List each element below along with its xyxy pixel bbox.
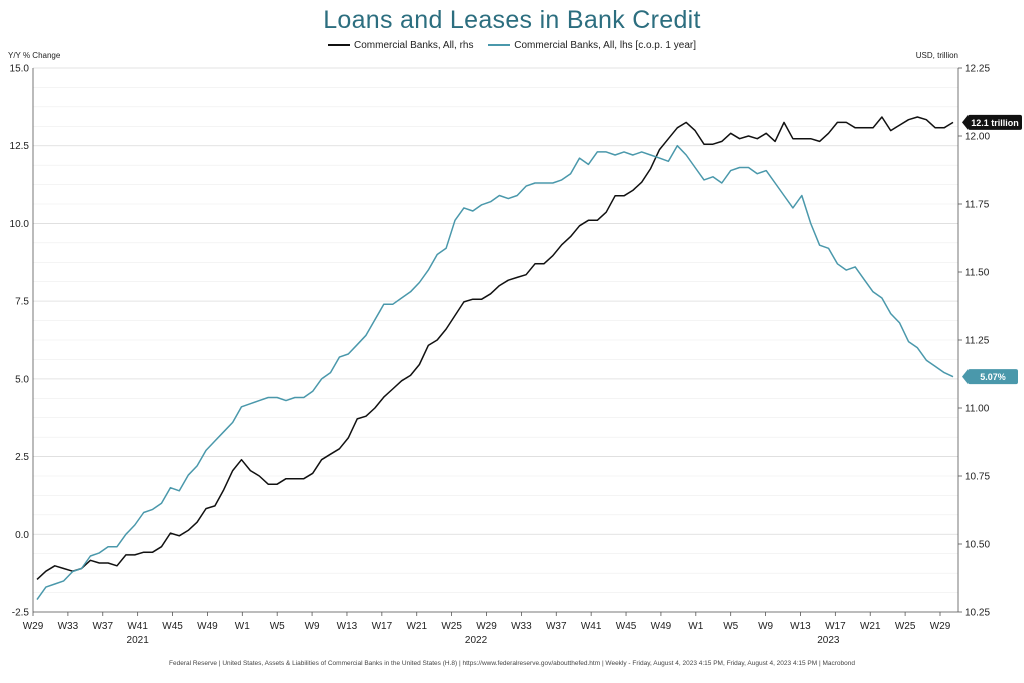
left-tick-label: 7.5 xyxy=(15,297,29,308)
left-tick-label: 12.5 xyxy=(10,141,30,152)
right-tick-label: 11.00 xyxy=(965,404,990,415)
right-tick-label: 12.00 xyxy=(965,132,990,143)
left-axis-label: Y/Y % Change xyxy=(8,51,61,60)
right-tick-label: 12.25 xyxy=(965,64,990,75)
x-tick-label: W29 xyxy=(23,621,44,632)
legend-swatch-rhs xyxy=(328,44,350,46)
right-tick-label: 10.25 xyxy=(965,608,990,619)
right-tick-label: 11.75 xyxy=(965,200,990,211)
badge-lhs xyxy=(968,369,1018,385)
x-tick-label: W25 xyxy=(895,621,916,632)
left-tick-label: 2.5 xyxy=(15,452,29,463)
source-footer: Federal Reserve | United States, Assets … xyxy=(169,660,855,667)
x-tick-label: W25 xyxy=(441,621,462,632)
x-tick-label: W9 xyxy=(758,621,773,632)
right-tick-label: 10.50 xyxy=(965,540,990,551)
legend-label-lhs: Commercial Banks, All, lhs [c.o.p. 1 yea… xyxy=(514,39,696,51)
legend-label-rhs: Commercial Banks, All, rhs xyxy=(354,39,474,51)
right-tick-label: 10.75 xyxy=(965,472,990,483)
x-tick-label: W45 xyxy=(162,621,183,632)
x-tick-label: W49 xyxy=(651,621,672,632)
x-tick-label: W21 xyxy=(406,621,427,632)
badge-label-rhs: 12.1 trillion xyxy=(971,118,1019,128)
series-lines xyxy=(36,116,954,601)
year-label: 2022 xyxy=(465,635,488,646)
legend-item-rhs: Commercial Banks, All, rhs xyxy=(328,40,473,51)
legend-swatch-lhs xyxy=(488,44,511,46)
x-tick-label: W41 xyxy=(581,621,602,632)
legend-item-lhs: Commercial Banks, All, lhs [c.o.p. 1 yea… xyxy=(488,40,696,51)
series-line-lhs xyxy=(36,144,954,601)
left-tick-label: -2.5 xyxy=(12,608,30,619)
left-tick-label: 5.0 xyxy=(15,374,29,385)
left-tick-label: 0.0 xyxy=(15,530,29,541)
left-tick-label: 15.0 xyxy=(10,64,30,75)
x-tick-label: W41 xyxy=(127,621,148,632)
axes: 15.0 12.5 10.0 7.5 5.0 2.5 0.0 -2.5 12.25 12.00 11… xyxy=(10,64,991,647)
x-tick-label: W5 xyxy=(723,621,738,632)
x-tick-label: W29 xyxy=(476,621,497,632)
badge-label-lhs: 5.07% xyxy=(980,372,1006,382)
x-tick-label: W1 xyxy=(688,621,703,632)
x-tick-label: W5 xyxy=(270,621,285,632)
end-badges: 12.1 trillion 5.07% xyxy=(962,114,1022,385)
x-tick-label: W37 xyxy=(546,621,567,632)
badge-rhs xyxy=(968,114,1022,130)
left-tick-label: 10.0 xyxy=(10,219,30,230)
x-tick-label: W17 xyxy=(825,621,846,632)
right-tick-label: 11.50 xyxy=(965,268,990,279)
x-tick-label: W17 xyxy=(372,621,393,632)
x-tick-label: W21 xyxy=(860,621,881,632)
badge-pointer-lhs xyxy=(962,369,968,385)
right-tick-label: 11.25 xyxy=(965,336,990,347)
x-tick-label: W33 xyxy=(511,621,532,632)
x-tick-label: W45 xyxy=(616,621,637,632)
right-axis-label: USD, trillion xyxy=(915,51,958,60)
x-tick-label: W13 xyxy=(337,621,358,632)
badge-pointer-rhs xyxy=(962,114,968,130)
x-tick-label: W9 xyxy=(305,621,320,632)
year-label: 2023 xyxy=(817,635,840,646)
year-label: 2021 xyxy=(127,635,150,646)
legend: Commercial Banks, All, rhs Commercial Ba… xyxy=(0,38,1024,51)
series-line-rhs xyxy=(36,116,954,580)
x-tick-label: W37 xyxy=(92,621,113,632)
x-tick-label: W49 xyxy=(197,621,218,632)
x-tick-label: W33 xyxy=(58,621,79,632)
x-tick-label: W13 xyxy=(790,621,811,632)
gridlines xyxy=(33,67,958,613)
x-tick-label: W1 xyxy=(235,621,250,632)
x-tick-label: W29 xyxy=(930,621,951,632)
chart-title: Loans and Leases in Bank Credit xyxy=(323,6,701,34)
